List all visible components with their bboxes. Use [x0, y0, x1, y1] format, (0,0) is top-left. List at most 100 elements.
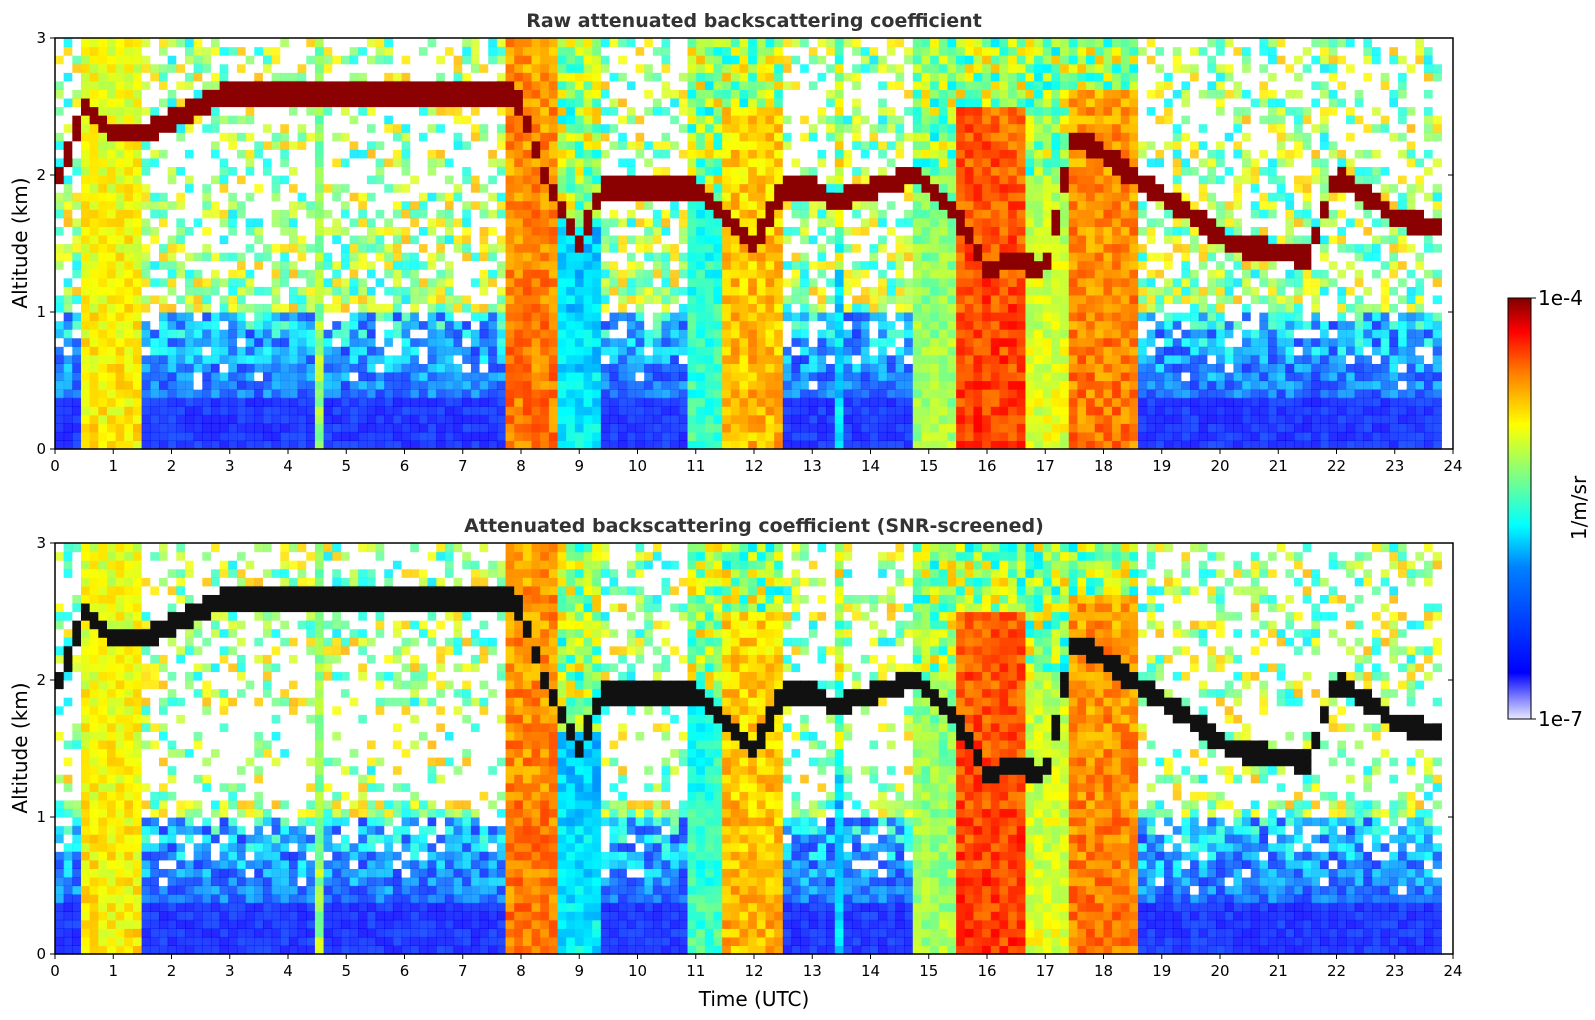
heatmap-cell — [670, 398, 679, 407]
heatmap-cell — [419, 261, 428, 270]
heatmap-cell — [627, 192, 636, 201]
heatmap-cell — [462, 218, 471, 227]
heatmap-cell — [98, 363, 107, 372]
heatmap-cell — [618, 209, 627, 218]
heatmap-cell — [610, 406, 619, 415]
heatmap-cell — [428, 98, 437, 107]
heatmap-cell — [618, 295, 627, 304]
heatmap-cell — [826, 72, 835, 81]
heatmap-cell — [800, 115, 809, 124]
heatmap-cell — [246, 107, 255, 116]
heatmap-cell — [488, 124, 497, 133]
heatmap-cell — [558, 81, 567, 90]
heatmap-cell — [98, 252, 107, 261]
heatmap-cell — [506, 381, 515, 390]
heatmap-cell — [393, 64, 402, 73]
heatmap-cell — [878, 398, 887, 407]
heatmap-cell — [72, 432, 81, 441]
heatmap-cell — [731, 175, 740, 184]
heatmap-cell — [835, 47, 844, 56]
heatmap-cell — [679, 166, 688, 175]
heatmap-cell — [64, 423, 73, 432]
heatmap-cell — [168, 226, 177, 235]
heatmap-cell — [402, 406, 411, 415]
heatmap-cell — [610, 303, 619, 312]
heatmap-cell — [904, 115, 913, 124]
heatmap-cell — [202, 89, 211, 98]
heatmap-cell — [64, 47, 73, 56]
heatmap-cell — [610, 432, 619, 441]
heatmap-cell — [506, 338, 515, 347]
heatmap-cell — [627, 381, 636, 390]
heatmap-cell — [159, 381, 168, 390]
heatmap-cell — [298, 355, 307, 364]
heatmap-cell — [947, 124, 956, 133]
heatmap-cell — [835, 406, 844, 415]
heatmap-cell — [653, 329, 662, 338]
heatmap-cell — [410, 115, 419, 124]
heatmap-cell — [350, 192, 359, 201]
heatmap-cell — [150, 89, 159, 98]
heatmap-cell — [64, 261, 73, 270]
heatmap-cell — [98, 38, 107, 47]
heatmap-cell — [98, 398, 107, 407]
heatmap-cell — [497, 201, 506, 210]
heatmap-cell — [254, 192, 263, 201]
heatmap-cell — [263, 55, 272, 64]
heatmap-cell — [549, 415, 558, 424]
heatmap-cell — [142, 261, 151, 270]
heatmap-cell — [913, 355, 922, 364]
heatmap-cell — [696, 166, 705, 175]
heatmap-cell — [817, 166, 826, 175]
heatmap-cell — [298, 98, 307, 107]
heatmap-cell — [116, 432, 125, 441]
heatmap-cell — [506, 415, 515, 424]
heatmap-cell — [410, 81, 419, 90]
heatmap-cell — [644, 346, 653, 355]
heatmap-cell — [402, 38, 411, 47]
heatmap-cell — [324, 98, 333, 107]
heatmap-cell — [350, 149, 359, 158]
heatmap-cell — [419, 363, 428, 372]
heatmap-cell — [549, 98, 558, 107]
heatmap-cell — [506, 244, 515, 253]
heatmap-cell — [705, 278, 714, 287]
heatmap-cell — [298, 406, 307, 415]
heatmap-cell — [792, 244, 801, 253]
heatmap-cell — [107, 218, 116, 227]
heatmap-cell — [549, 261, 558, 270]
heatmap-cell — [98, 141, 107, 150]
heatmap-cell — [731, 226, 740, 235]
heatmap-cell — [471, 107, 480, 116]
heatmap-cell — [488, 201, 497, 210]
heatmap-cell — [228, 295, 237, 304]
heatmap-cell — [350, 372, 359, 381]
heatmap-cell — [627, 89, 636, 98]
heatmap-cell — [324, 295, 333, 304]
heatmap-cell — [480, 192, 489, 201]
heatmap-cell — [869, 158, 878, 167]
heatmap-cell — [913, 55, 922, 64]
heatmap-cell — [644, 321, 653, 330]
heatmap-cell — [705, 381, 714, 390]
heatmap-cell — [722, 406, 731, 415]
heatmap-cell — [55, 355, 64, 364]
heatmap-cell — [783, 132, 792, 141]
heatmap-cell — [895, 107, 904, 116]
heatmap-cell — [168, 338, 177, 347]
heatmap-cell — [653, 226, 662, 235]
heatmap-cell — [159, 64, 168, 73]
heatmap-cell — [843, 355, 852, 364]
heatmap-cell — [800, 321, 809, 330]
heatmap-cell — [757, 303, 766, 312]
heatmap-cell — [90, 218, 99, 227]
heatmap-cell — [341, 286, 350, 295]
heatmap-cell — [55, 81, 64, 90]
heatmap-cell — [809, 81, 818, 90]
heatmap-cell — [150, 338, 159, 347]
heatmap-cell — [289, 107, 298, 116]
heatmap-cell — [462, 432, 471, 441]
heatmap-cell — [315, 201, 324, 210]
heatmap-cell — [64, 415, 73, 424]
heatmap-cell — [133, 406, 142, 415]
